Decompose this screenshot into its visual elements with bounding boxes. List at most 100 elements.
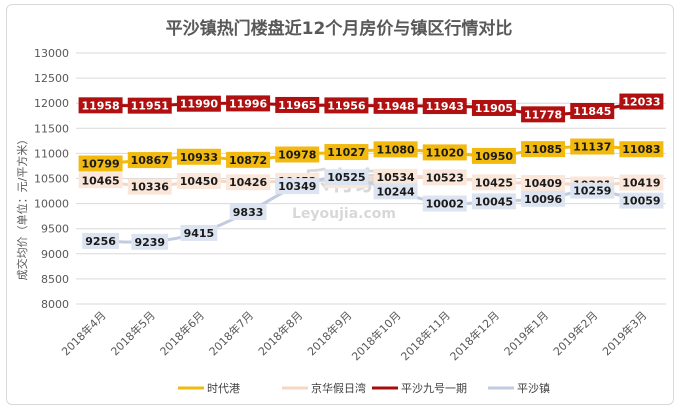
data-label-box xyxy=(570,102,615,119)
data-label-box xyxy=(127,97,172,114)
data-label-box xyxy=(82,232,119,249)
data-label-text: 10002 xyxy=(426,197,464,210)
legend-item: 平沙九号一期 xyxy=(372,382,467,395)
data-label: 10978 xyxy=(275,146,320,163)
data-label-box xyxy=(324,169,369,186)
data-label: 11951 xyxy=(127,97,172,114)
data-label-text: 10059 xyxy=(622,195,660,208)
data-label: 11020 xyxy=(422,144,467,161)
data-label-text: 11080 xyxy=(376,143,415,156)
data-label: 11943 xyxy=(422,98,467,115)
y-axis-label: 成交均价（单位：元/平方米） xyxy=(15,134,29,281)
data-label: 11083 xyxy=(619,141,664,158)
data-label: 10244 xyxy=(373,183,418,200)
data-label-text: 10978 xyxy=(278,149,316,162)
data-label: 10425 xyxy=(471,174,516,191)
y-axis-ticks: 8000 8500 9000 9500 10000 10500 11000 11500 1200… xyxy=(34,47,69,311)
data-label-text: 10336 xyxy=(131,181,170,194)
data-label-box xyxy=(275,178,320,195)
data-label-box xyxy=(471,147,516,164)
data-label: 11845 xyxy=(570,102,615,119)
data-label-box xyxy=(127,178,172,195)
data-label: 10450 xyxy=(176,173,221,190)
data-label-box xyxy=(619,192,664,209)
y-tick-label: 9500 xyxy=(41,223,69,236)
data-label-box xyxy=(226,174,271,191)
data-label: 10045 xyxy=(471,193,516,210)
data-label: 11948 xyxy=(373,97,418,114)
data-label: 9415 xyxy=(180,224,218,241)
data-label-text: 11027 xyxy=(327,146,365,159)
data-label-text: 11778 xyxy=(524,108,562,121)
data-label-box xyxy=(422,195,467,212)
data-label-text: 12033 xyxy=(622,96,660,109)
data-label: 10059 xyxy=(619,192,664,209)
y-tick-label: 12500 xyxy=(34,72,69,85)
legend-item: 时代港 xyxy=(178,382,240,395)
y-tick-label: 12000 xyxy=(34,97,69,110)
data-label-text: 9239 xyxy=(134,236,165,249)
data-label-box xyxy=(521,175,566,192)
data-label-text: 11020 xyxy=(426,146,465,159)
data-label-box xyxy=(373,97,418,114)
data-label-box xyxy=(570,138,615,155)
data-label-box xyxy=(78,155,123,172)
data-label: 10933 xyxy=(176,148,221,165)
data-label: 10259 xyxy=(570,182,615,199)
y-tick-label: 9000 xyxy=(41,248,69,261)
data-label-text: 10867 xyxy=(131,154,169,167)
data-label: 11990 xyxy=(176,95,221,112)
y-tick-label: 13000 xyxy=(34,47,69,60)
legend-item: 平沙镇 xyxy=(488,381,550,395)
data-label-box xyxy=(521,106,566,123)
y-tick-label: 10000 xyxy=(34,198,69,211)
data-label-box xyxy=(373,141,418,158)
data-label: 10950 xyxy=(471,147,516,164)
data-label-text: 10534 xyxy=(376,171,415,184)
data-label-box xyxy=(619,93,664,110)
data-label-text: 10933 xyxy=(180,151,218,164)
legend-label: 京华假日湾 xyxy=(311,381,366,395)
data-label: 10867 xyxy=(127,152,172,169)
data-label: 10426 xyxy=(226,174,271,191)
data-label: 9239 xyxy=(131,233,169,250)
data-label-text: 10523 xyxy=(426,171,464,184)
data-label: 11965 xyxy=(275,96,320,113)
data-label: 10534 xyxy=(373,168,418,185)
y-tick-label: 11000 xyxy=(34,147,69,160)
data-label-box xyxy=(226,95,271,112)
data-label-text: 10244 xyxy=(376,185,415,198)
data-label-box xyxy=(471,174,516,191)
data-label-box xyxy=(521,141,566,158)
data-label-box xyxy=(373,183,418,200)
data-label: 11027 xyxy=(324,144,369,161)
y-tick-label: 8500 xyxy=(41,273,69,286)
data-label-box xyxy=(275,96,320,113)
data-label-box xyxy=(471,99,516,116)
data-label-box xyxy=(521,190,566,207)
data-label: 10409 xyxy=(521,175,566,192)
data-labels: 10799 10867 10933 10872 10978 11027 11080 11020… xyxy=(78,93,664,250)
data-label-box xyxy=(78,172,123,189)
data-label-text: 11951 xyxy=(131,100,169,113)
data-label-box xyxy=(619,141,664,158)
x-tick-label: 2018年4月 xyxy=(59,308,109,358)
data-label: 10096 xyxy=(521,190,566,207)
grid-lines xyxy=(76,52,666,305)
data-label: 12033 xyxy=(619,93,664,110)
y-tick-label: 10500 xyxy=(34,173,69,186)
data-label-box xyxy=(324,97,369,114)
x-tick-label: 2018年7月 xyxy=(206,308,256,358)
data-label-box xyxy=(373,168,418,185)
data-label: 10336 xyxy=(127,178,172,195)
x-tick-label: 2019年2月 xyxy=(550,308,600,358)
data-label-box xyxy=(226,151,271,168)
data-label: 11778 xyxy=(521,106,566,123)
data-label-text: 9833 xyxy=(233,206,264,219)
data-label: 11137 xyxy=(570,138,615,155)
data-label-text: 10450 xyxy=(180,175,219,188)
x-tick-label: 2018年11月 xyxy=(398,308,453,363)
data-label-text: 10096 xyxy=(524,193,563,206)
x-tick-label: 2018年10月 xyxy=(349,308,404,363)
